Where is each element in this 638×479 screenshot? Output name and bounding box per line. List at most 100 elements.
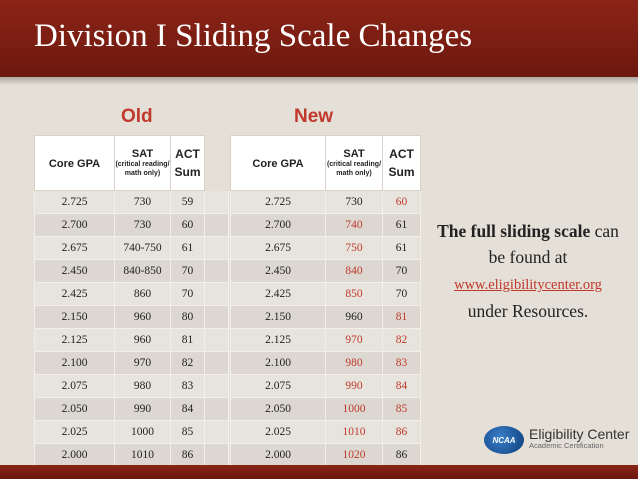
old-gpa-cell: 2.125: [34, 328, 115, 352]
old-spacer-cell: [204, 282, 229, 306]
old-gpa-header: Core GPA: [34, 135, 115, 191]
old-act-cell: 60: [170, 213, 205, 237]
old-act-cell: 83: [170, 374, 205, 398]
old-sat-cell: 1010: [114, 443, 171, 467]
new-label: New: [294, 106, 334, 127]
old-spacer-cell: [204, 190, 229, 214]
old-sat-cell: 740-750: [114, 236, 171, 260]
table-row: 2.675 740-750 61: [34, 236, 229, 260]
old-act-cell: 85: [170, 420, 205, 444]
table-row: 2.000 1010 86: [34, 443, 229, 467]
new-gpa-cell: 2.000: [230, 443, 326, 467]
old-gpa-cell: 2.700: [34, 213, 115, 237]
logo-sub-text: Academic Certification: [529, 441, 604, 450]
table-row: 2.725 730 59: [34, 190, 229, 214]
old-spacer-cell: [204, 351, 229, 375]
note-bold-text: The full sliding scale: [437, 221, 591, 241]
table-row: 2.425 850 70: [230, 282, 421, 306]
new-act-cell: 86: [382, 443, 421, 467]
old-act-header: ACT Sum: [170, 135, 205, 191]
table-row: 2.125 970 82: [230, 328, 421, 352]
table-row: 2.425 860 70: [34, 282, 229, 306]
old-gpa-cell: 2.425: [34, 282, 115, 306]
new-sat-cell: 1020: [325, 443, 383, 467]
old-sat-cell: 730: [114, 213, 171, 237]
eligibility-center-link[interactable]: www.eligibilitycenter.org: [454, 277, 602, 293]
old-sat-cell: 1000: [114, 420, 171, 444]
table-row: 2.700 730 60: [34, 213, 229, 237]
new-sat-cell: 980: [325, 351, 383, 375]
resources-note: The full sliding scale can be found at w…: [428, 218, 628, 324]
old-sat-cell: 970: [114, 351, 171, 375]
old-gpa-cell: 2.050: [34, 397, 115, 421]
new-gpa-cell: 2.025: [230, 420, 326, 444]
title-banner: Division I Sliding Scale Changes: [0, 0, 638, 85]
new-sat-cell: 1000: [325, 397, 383, 421]
new-table: Core GPA SAT (critical reading/ math onl…: [230, 135, 421, 467]
new-gpa-cell: 2.125: [230, 328, 326, 352]
new-act-cell: 81: [382, 305, 421, 329]
new-sat-cell: 750: [325, 236, 383, 260]
old-act-cell: 81: [170, 328, 205, 352]
old-sat-cell: 840-850: [114, 259, 171, 283]
new-gpa-cell: 2.150: [230, 305, 326, 329]
table-row: 2.025 1000 85: [34, 420, 229, 444]
table-row: 2.450 840 70: [230, 259, 421, 283]
old-gpa-cell: 2.100: [34, 351, 115, 375]
table-row: 2.000 1020 86: [230, 443, 421, 467]
new-act-header: ACT Sum: [382, 135, 421, 191]
table-row: 2.125 960 81: [34, 328, 229, 352]
bottom-band: [0, 465, 638, 479]
old-sat-cell: 730: [114, 190, 171, 214]
old-gpa-cell: 2.025: [34, 420, 115, 444]
old-spacer-cell: [204, 374, 229, 398]
new-sat-cell: 960: [325, 305, 383, 329]
old-sat-cell: 990: [114, 397, 171, 421]
new-gpa-cell: 2.450: [230, 259, 326, 283]
new-sat-cell: 1010: [325, 420, 383, 444]
old-sat-cell: 960: [114, 328, 171, 352]
table-row: 2.075 990 84: [230, 374, 421, 398]
ncaa-logo-icon: NCAA: [484, 426, 524, 454]
old-spacer-cell: [204, 397, 229, 421]
ncaa-eligibility-logo: NCAA Eligibility Center Academic Certifi…: [484, 426, 629, 454]
old-spacer-cell: [204, 236, 229, 260]
slide-title: Division I Sliding Scale Changes: [34, 18, 473, 54]
new-act-cell: 61: [382, 236, 421, 260]
new-sat-header: SAT (critical reading/ math only): [325, 135, 383, 191]
old-gpa-cell: 2.725: [34, 190, 115, 214]
old-spacer-cell: [204, 259, 229, 283]
old-act-cell: 84: [170, 397, 205, 421]
old-gpa-cell: 2.450: [34, 259, 115, 283]
table-row: 2.675 750 61: [230, 236, 421, 260]
new-act-cell: 83: [382, 351, 421, 375]
old-gpa-cell: 2.075: [34, 374, 115, 398]
table-row: 2.700 740 61: [230, 213, 421, 237]
new-sat-cell: 990: [325, 374, 383, 398]
new-gpa-cell: 2.075: [230, 374, 326, 398]
new-act-cell: 60: [382, 190, 421, 214]
new-act-cell: 85: [382, 397, 421, 421]
new-gpa-cell: 2.675: [230, 236, 326, 260]
new-gpa-cell: 2.700: [230, 213, 326, 237]
table-row: 2.150 960 81: [230, 305, 421, 329]
old-spacer-cell: [204, 443, 229, 467]
old-act-cell: 59: [170, 190, 205, 214]
table-row: 2.025 1010 86: [230, 420, 421, 444]
new-sat-cell: 840: [325, 259, 383, 283]
new-sat-cell: 730: [325, 190, 383, 214]
new-gpa-header: Core GPA: [230, 135, 326, 191]
new-act-cell: 70: [382, 259, 421, 283]
old-act-cell: 82: [170, 351, 205, 375]
old-spacer-cell: [204, 305, 229, 329]
new-sat-cell: 970: [325, 328, 383, 352]
new-sat-cell: 740: [325, 213, 383, 237]
old-gpa-cell: 2.675: [34, 236, 115, 260]
table-row: 2.450 840-850 70: [34, 259, 229, 283]
new-gpa-cell: 2.100: [230, 351, 326, 375]
old-table: Core GPA SAT (critical reading/ math onl…: [34, 135, 229, 467]
old-sat-cell: 980: [114, 374, 171, 398]
new-act-cell: 86: [382, 420, 421, 444]
old-sat-cell: 960: [114, 305, 171, 329]
table-row: 2.100 980 83: [230, 351, 421, 375]
